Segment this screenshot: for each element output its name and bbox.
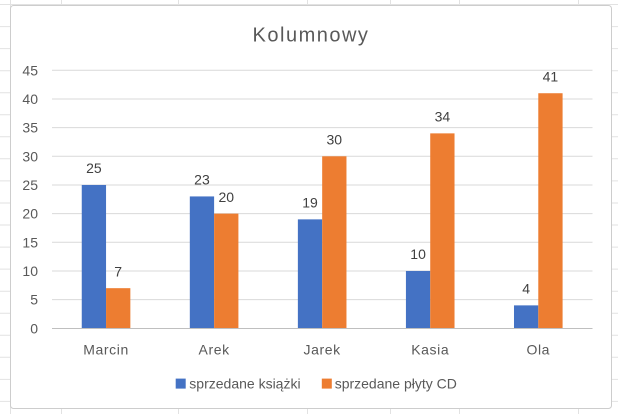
svg-text:30: 30 — [22, 148, 38, 164]
svg-text:Ola: Ola — [526, 342, 550, 358]
svg-text:10: 10 — [22, 263, 38, 279]
svg-text:30: 30 — [327, 132, 343, 148]
svg-text:sprzedane książki: sprzedane książki — [189, 376, 300, 392]
svg-text:35: 35 — [22, 120, 38, 136]
svg-text:40: 40 — [22, 91, 38, 107]
svg-text:Kolumnowy: Kolumnowy — [253, 25, 370, 47]
svg-text:sprzedane płyty CD: sprzedane płyty CD — [335, 376, 457, 392]
svg-text:20: 20 — [22, 206, 38, 222]
svg-text:25: 25 — [86, 160, 102, 176]
svg-text:4: 4 — [522, 281, 530, 297]
svg-text:7: 7 — [114, 263, 122, 279]
svg-text:Marcin: Marcin — [83, 342, 129, 358]
svg-text:25: 25 — [22, 177, 38, 193]
svg-text:0: 0 — [30, 320, 38, 336]
svg-text:23: 23 — [194, 172, 210, 188]
svg-text:10: 10 — [410, 246, 426, 262]
svg-text:34: 34 — [435, 109, 451, 125]
svg-text:Jarek: Jarek — [304, 342, 342, 358]
svg-text:5: 5 — [30, 292, 38, 308]
svg-text:Arek: Arek — [199, 342, 231, 358]
svg-text:Kasia: Kasia — [411, 342, 449, 358]
svg-text:45: 45 — [22, 62, 38, 78]
svg-text:15: 15 — [22, 234, 38, 250]
svg-text:20: 20 — [218, 189, 234, 205]
svg-text:41: 41 — [543, 68, 559, 84]
svg-text:19: 19 — [302, 195, 318, 211]
